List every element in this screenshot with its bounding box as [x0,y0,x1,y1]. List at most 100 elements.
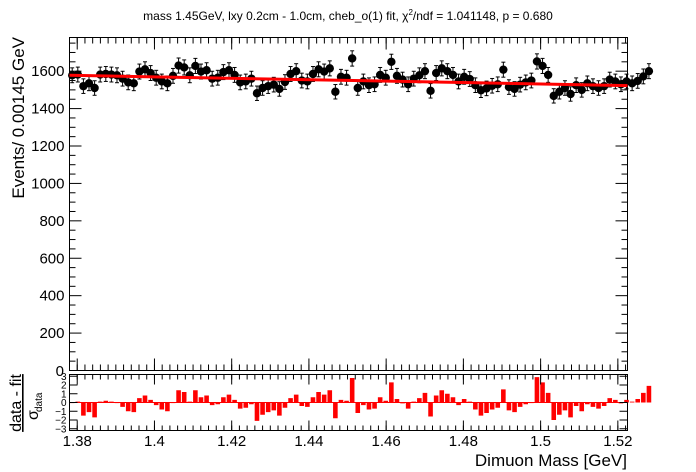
residual-bar [517,402,523,407]
marker [179,63,189,72]
data-point [286,66,295,82]
data-points [68,50,654,104]
data-point [566,86,575,102]
residual-bar [534,377,540,403]
residual-bar [489,402,495,410]
residual-bar [422,392,428,403]
main-y-tick-label: 1200 [31,138,64,155]
data-point [370,76,379,93]
data-point [353,80,362,96]
marker [566,89,575,99]
marker [431,68,441,78]
marker [202,66,211,75]
residual-bar [204,395,209,403]
residual-bar [249,402,254,405]
residual-bar [125,402,131,412]
residual-bar [456,402,461,406]
data-point [331,84,340,100]
residual-bar [187,401,193,403]
residual-bar [484,402,489,413]
residual-bar [277,402,282,416]
residual-bar [215,402,221,405]
residual-bar [613,399,618,403]
marker [532,57,542,66]
data-point [431,65,441,82]
chart-title-sup: 2 [408,8,413,17]
marker [499,65,508,74]
residual-bar [265,402,271,413]
main-y-tick-label: 600 [39,250,64,267]
marker [639,72,648,81]
residual-bar [271,402,277,411]
ratio-x-ticks: 1.38 1.4 1.42 1.44 1.46 1.48 1.5 1.52 [63,374,632,450]
ratio-x-tick-label: 1.46 [372,433,401,450]
residual-bar [383,400,389,403]
residual-bar [394,399,400,403]
residual-bar [377,397,383,403]
main-y-tick-label: 400 [39,288,64,305]
residual-bar [361,402,366,406]
residual-bar [142,395,148,403]
residual-bar [237,402,243,409]
main-y-tick-label: 1600 [31,63,64,80]
main-x-ticks [69,37,627,371]
marker [90,83,99,93]
residual-bar [209,402,215,406]
ratio-x-tick-label: 1.38 [63,433,92,450]
data-point [101,66,110,82]
main-y-tick-label-zero: 0 [56,363,64,380]
marker [325,64,334,73]
residual-bar [417,398,422,403]
residual-bar [590,402,596,407]
residual-bar [333,402,338,419]
ratio-y-axis-label: data - fit σ data [8,374,45,432]
residual-bar [596,402,601,409]
main-y-axis-label: Events/ 0.00145 GeV [9,36,28,198]
marker [577,85,586,95]
residual-bar [344,400,349,403]
residual-bar [461,399,467,403]
residual-bar [635,399,641,403]
data-point [499,61,508,78]
data-point [202,62,211,79]
marker [420,66,430,76]
marker [224,66,234,75]
marker [191,61,200,71]
residual-bar [467,401,473,403]
residual-bar [445,393,450,403]
data-point [342,69,351,86]
data-point [275,81,284,97]
residual-bar [545,392,551,403]
x-axis-label: Dimuon Mass [GeV] [475,451,627,470]
residual-bar [181,392,187,403]
ratio-y-label-sigma: σ [25,410,42,420]
residual-bar [260,402,265,415]
residual-bar [221,397,226,403]
data-point [420,63,430,80]
residual-bar [501,389,506,403]
data-point [633,73,642,89]
residual-bar [355,402,361,413]
residual-bar [439,390,445,403]
ratio-x-tick-label: 1.5 [530,433,551,450]
residual-bar [288,398,293,403]
chart-title-before: mass 1.45GeV, lxy 0.2cm - 1.0cm, cheb_o(… [143,9,409,23]
marker [644,66,654,76]
residual-bar [411,401,417,403]
marker [347,54,357,63]
residual-bar [103,400,109,403]
ratio-y-tick-label: 2 [61,381,67,392]
marker [308,69,318,79]
ratio-y-label-main: data - fit [8,374,25,432]
ratio-y-tick-label: −1 [55,407,67,418]
chart-title: mass 1.45GeV, lxy 0.2cm - 1.0cm, cheb_o(… [143,8,553,23]
ratio-y-tick-label: 0 [61,398,67,409]
ratio-x-tick-label: 1.44 [294,433,323,450]
residual-bar [607,398,613,403]
residual-bar [176,390,181,403]
data-point [252,85,262,101]
residual-bar [478,402,484,416]
residual-bar [299,402,305,406]
